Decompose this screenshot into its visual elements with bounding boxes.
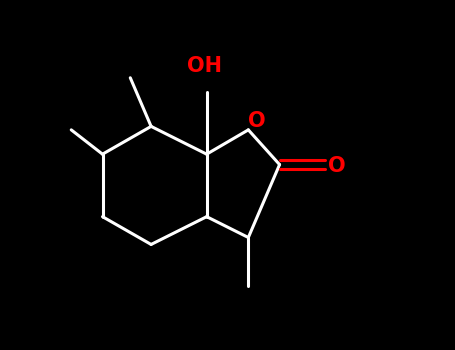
Text: O: O [248, 111, 266, 131]
Text: O: O [328, 156, 346, 176]
Text: OH: OH [187, 56, 222, 76]
